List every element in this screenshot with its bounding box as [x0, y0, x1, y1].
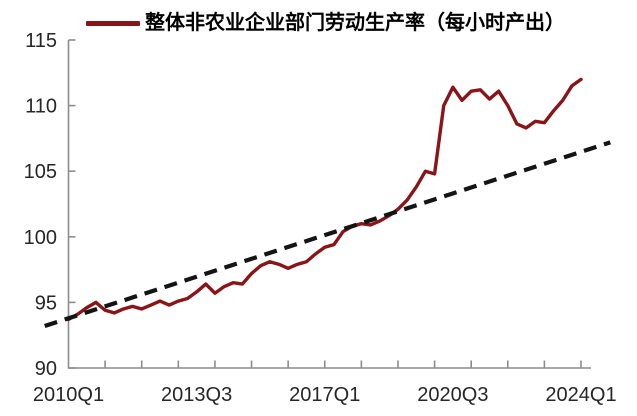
trend-dashed-line: [44, 140, 611, 329]
productivity-line: [66, 77, 583, 322]
x-axis-tick-label: 2020Q3: [417, 384, 488, 406]
y-axis-tick-label: 115: [25, 30, 57, 52]
legend-label: 整体非农业企业部门劳动生产率（每小时产出）: [145, 12, 565, 34]
legend-line-swatch: [86, 20, 140, 26]
x-axis-tick-label: 2010Q1: [33, 384, 104, 406]
x-axis-tick-label: 2013Q3: [161, 384, 232, 406]
y-axis-tick-label: 95: [35, 292, 57, 314]
axis-lines: [67, 40, 591, 369]
y-axis-tick-label: 110: [25, 96, 57, 118]
y-axis-tick-label: 100: [24, 227, 57, 249]
x-axis-tick-label: 2017Q1: [289, 384, 360, 406]
y-axis-tick-label: 90: [35, 358, 57, 380]
chart-legend: 整体非农业企业部门劳动生产率（每小时产出）: [86, 12, 565, 34]
x-axis-tick-label: 2024Q1: [545, 384, 616, 406]
y-axis-tick-label: 105: [24, 161, 57, 183]
